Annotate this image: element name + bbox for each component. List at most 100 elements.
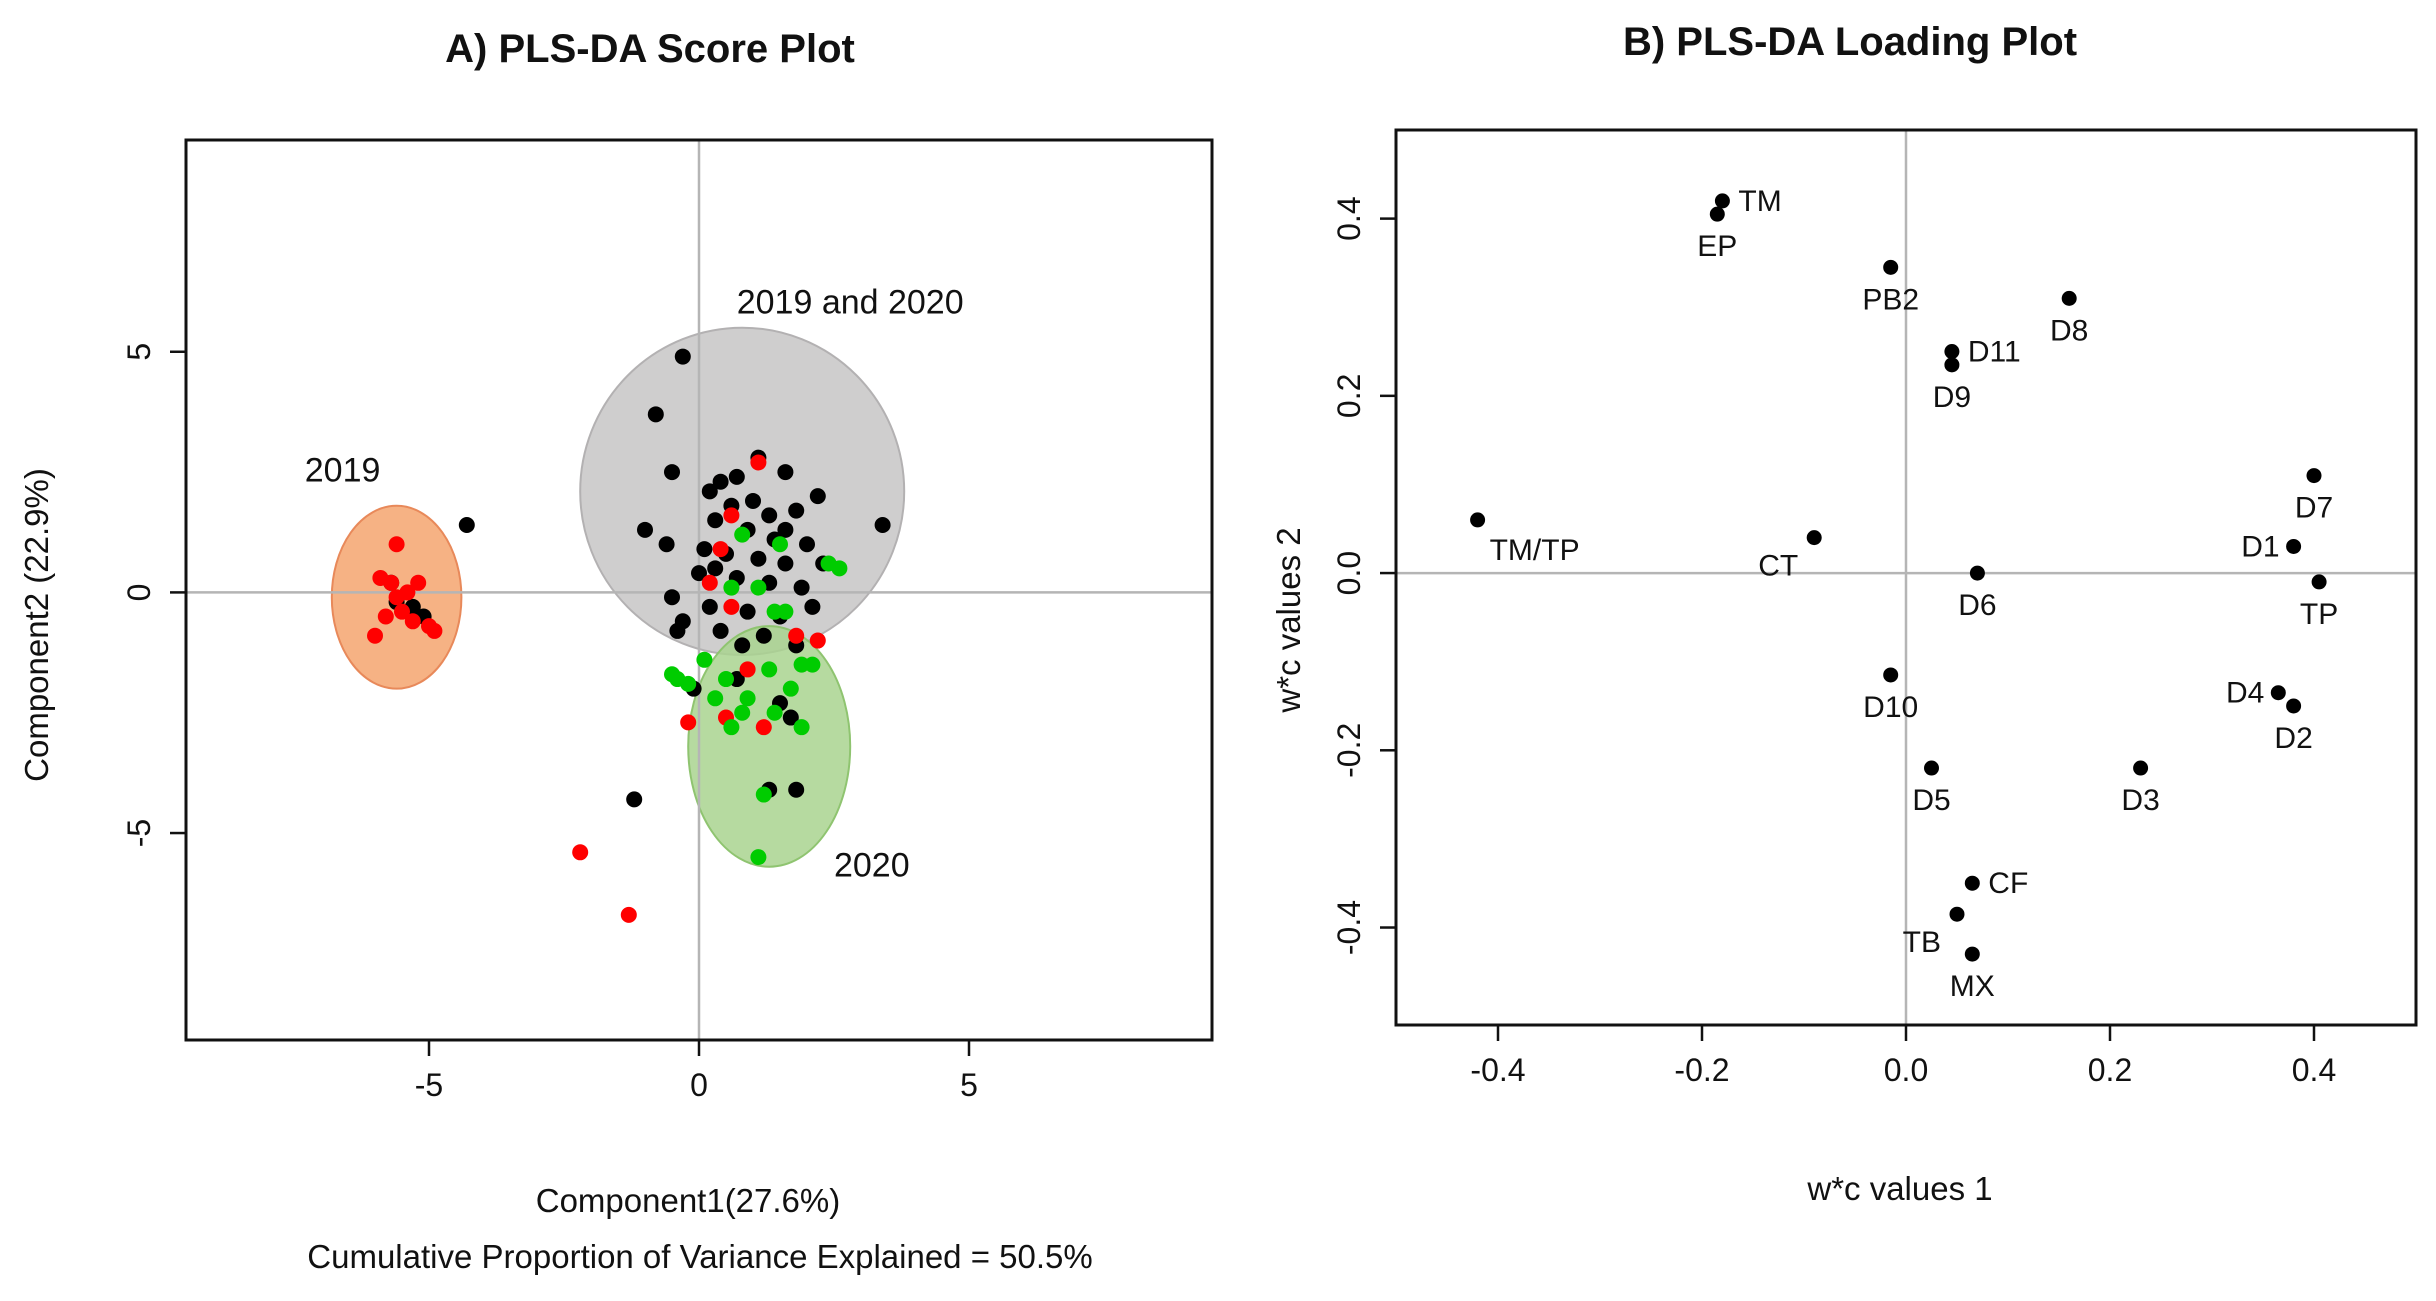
loading-point [1964, 946, 1980, 962]
loading-point [1709, 206, 1725, 222]
score-point-green [793, 719, 810, 736]
loading-point-label: CT [1758, 550, 1798, 583]
score-point-green [734, 526, 751, 543]
score-point-red [809, 632, 826, 649]
score-point-red [755, 719, 772, 736]
group-label: 2019 [305, 452, 381, 490]
x-tick-label: 0.4 [2292, 1052, 2336, 1088]
loading-plot-x-label: w*c values 1 [1806, 1170, 1992, 1207]
score-point-black [664, 589, 680, 606]
loading-point [1806, 530, 1822, 546]
score-point-black [788, 781, 805, 798]
loading-point-label: TM/TP [1490, 534, 1580, 567]
loading-point-label: D4 [2226, 677, 2264, 710]
score-point-black [658, 536, 675, 553]
score-point-black [777, 464, 794, 481]
score-plot-y-label: Component2 (22.9%) [18, 468, 55, 782]
score-point-black [799, 536, 815, 553]
score-point-black [707, 512, 724, 529]
score-plot-x-label: Component1(27.6%) [536, 1182, 841, 1219]
score-point-green [723, 719, 740, 736]
loading-point-label: TM [1738, 185, 1781, 218]
score-point-black [712, 622, 729, 639]
score-point-green [734, 704, 751, 721]
score-point-green [718, 671, 734, 688]
score-point-green [777, 603, 794, 620]
score-point-black [777, 555, 794, 572]
score-point-black [788, 502, 805, 519]
loading-point-label: D8 [2050, 314, 2088, 347]
score-point-red [739, 661, 756, 678]
score-point-black [626, 791, 643, 808]
score-point-black [696, 541, 713, 558]
x-tick-label: 5 [960, 1067, 978, 1103]
score-point-green [723, 579, 740, 596]
loading-point-label: TB [1903, 926, 1941, 959]
score-point-black [777, 521, 794, 538]
score-point-red [377, 608, 394, 625]
score-point-green [750, 849, 767, 866]
loading-point-label: MX [1950, 970, 1995, 1003]
score-point-black [691, 565, 707, 582]
loading-point [1883, 259, 1899, 275]
score-point-black [707, 560, 724, 577]
score-point-black [674, 348, 691, 365]
score-point-black [782, 709, 799, 726]
y-tick-label: -0.4 [1331, 900, 1367, 955]
x-tick-label: 0.0 [1884, 1052, 1928, 1088]
loading-point-label: D6 [1958, 589, 1996, 622]
loading-point-label: D11 [1968, 336, 2021, 369]
score-point-green [664, 666, 680, 683]
score-point-green [772, 536, 788, 553]
loading-point-label: D3 [2121, 784, 2159, 817]
score-point-green [750, 579, 767, 596]
loading-point-label: D2 [2274, 722, 2312, 755]
score-point-red [404, 613, 421, 630]
score-plot-y-axis: -5 0 5 [121, 343, 186, 847]
loading-point-label: D10 [1863, 691, 1918, 724]
score-point-red [410, 574, 427, 591]
score-point-black [637, 521, 653, 538]
score-point-red [620, 906, 637, 923]
x-tick-label: 0 [690, 1067, 708, 1103]
score-point-red [680, 714, 697, 731]
score-point-red [701, 574, 718, 591]
loading-point [2311, 574, 2327, 590]
loading-point [1883, 667, 1899, 683]
loading-point-label: CF [1988, 867, 2028, 900]
y-tick-label: 0.2 [1331, 374, 1367, 418]
score-plot-group-labels: 2019 2019 and 2020 2020 [305, 283, 964, 884]
loading-point [2306, 468, 2322, 484]
score-point-black [793, 579, 810, 596]
y-tick-label: -0.2 [1331, 723, 1367, 778]
score-point-red [723, 598, 740, 615]
score-point-black [664, 464, 680, 481]
score-point-black [701, 483, 718, 500]
score-point-black [458, 517, 475, 534]
x-tick-label: 0.2 [2088, 1052, 2132, 1088]
score-point-green [804, 656, 821, 673]
x-tick-label: -0.4 [1470, 1052, 1525, 1088]
loading-point [1969, 565, 1985, 581]
score-point-black [750, 550, 767, 567]
loading-point-label: PB2 [1862, 283, 1919, 316]
score-point-red [750, 454, 767, 471]
score-point-green [696, 651, 713, 668]
score-point-red [383, 574, 400, 591]
loading-point-label: D5 [1912, 784, 1950, 817]
score-point-red [788, 627, 805, 644]
score-point-red [712, 541, 729, 558]
score-point-black [761, 507, 778, 524]
loading-point [1964, 875, 1980, 891]
score-point-green [761, 661, 778, 678]
score-point-black [647, 406, 664, 423]
score-point-red [388, 536, 405, 553]
score-point-green [766, 704, 783, 721]
score-point-red [394, 603, 410, 620]
x-tick-label: -5 [415, 1067, 443, 1103]
loading-point [2286, 698, 2302, 714]
score-point-black [809, 488, 826, 505]
